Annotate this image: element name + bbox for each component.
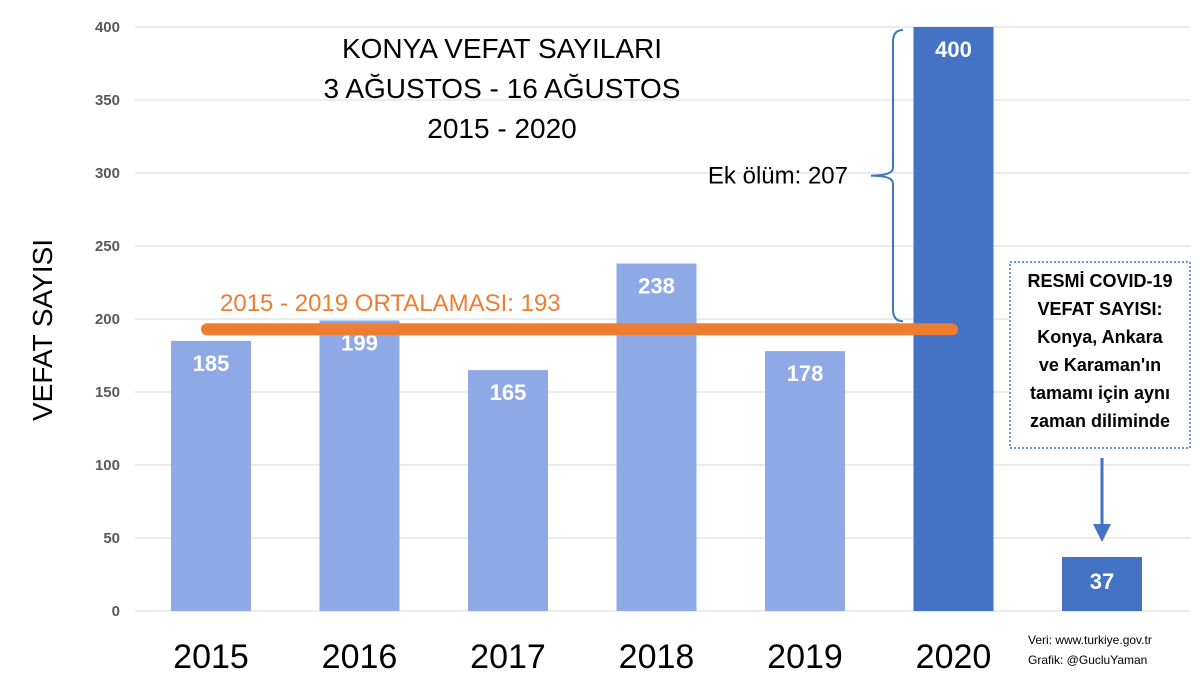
- chart-title-line-1: KONYA VEFAT SAYILARI: [342, 33, 662, 64]
- excess-bracket: [870, 29, 904, 323]
- x-category-label: 2020: [916, 638, 992, 676]
- bar-2020: [913, 27, 994, 611]
- y-tick-label: 200: [95, 311, 120, 328]
- y-tick-layer: 0 50 100 150 200 250 300 350 400: [95, 19, 120, 620]
- covid-bar: [1062, 556, 1142, 611]
- chart-title-line-3: 2015 - 2020: [427, 113, 576, 144]
- bar-value-label: 400: [935, 37, 972, 62]
- covid-note-line-3: Konya, Ankara: [1037, 327, 1163, 347]
- covid-arrow-head: [1093, 524, 1111, 542]
- covid-note-line-1: RESMİ COVID-19: [1027, 271, 1172, 291]
- x-category-label: 2017: [470, 638, 546, 676]
- bar-2015: [171, 340, 251, 611]
- covid-note-line-6: zaman diliminde: [1030, 411, 1170, 431]
- y-tick-label: 50: [103, 530, 120, 547]
- bar-value-label: 238: [638, 274, 675, 299]
- y-tick-label: 300: [95, 165, 120, 182]
- source-line-2: Grafik: @GucluYaman: [1028, 653, 1147, 667]
- average-label: 2015 - 2019 ORTALAMASI: 193: [220, 290, 561, 317]
- bar-2019: [765, 351, 845, 611]
- excess-label: Ek ölüm: 207: [708, 163, 848, 190]
- chart-title-line-2: 3 AĞUSTOS - 16 AĞUSTOS: [324, 73, 681, 104]
- bar-value-label: 165: [490, 380, 527, 405]
- y-tick-label: 0: [112, 603, 120, 620]
- bar-2016: [319, 320, 400, 611]
- covid-note-box: [1009, 261, 1191, 449]
- bar-2018: [616, 263, 697, 611]
- x-category-label: 2015: [173, 638, 249, 676]
- x-category-label: 2018: [619, 638, 695, 676]
- y-tick-label: 350: [95, 92, 120, 109]
- covid-note-line-2: VEFAT SAYISI:: [1037, 299, 1162, 319]
- y-tick-label: 250: [95, 238, 120, 255]
- y-tick-label: 400: [95, 19, 120, 36]
- chart-title: KONYA VEFAT SAYILARI 3 AĞUSTOS - 16 AĞUS…: [324, 33, 681, 144]
- bar-value-label: 178: [787, 361, 824, 386]
- covid-bar-value-label: 37: [1090, 569, 1114, 594]
- bar-2017: [468, 370, 548, 611]
- source-line-1: Veri: www.turkiye.gov.tr: [1028, 633, 1152, 647]
- covid-note-line-5: tamamı için aynı: [1030, 383, 1170, 403]
- covid-note-line-4: ve Karaman'ın: [1039, 355, 1161, 375]
- covid-note: RESMİ COVID-19 VEFAT SAYISI: Konya, Anka…: [1027, 271, 1172, 431]
- y-axis-label: VEFAT SAYISI: [27, 239, 58, 421]
- y-tick-label: 100: [95, 457, 120, 474]
- y-tick-label: 150: [95, 384, 120, 401]
- bar-value-label: 185: [193, 351, 230, 376]
- x-category-label: 2019: [767, 638, 843, 676]
- x-category-layer: 2015 2016 2017 2018 2019 2020: [173, 638, 991, 676]
- x-category-label: 2016: [322, 638, 398, 676]
